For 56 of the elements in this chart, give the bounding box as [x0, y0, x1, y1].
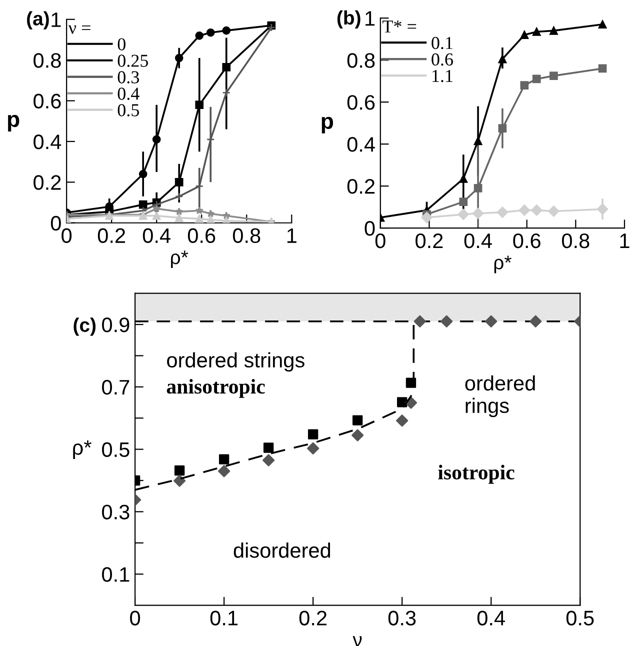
- y-tick-label: 0.9: [102, 317, 130, 332]
- chart-title: (b): [337, 10, 360, 28]
- y-tick-label: 0.6: [34, 94, 61, 109]
- legend-label: 0.6: [432, 53, 453, 66]
- y-tick-label: 0.4: [34, 134, 62, 150]
- x-tick-label: 0.8: [232, 228, 260, 244]
- chart-title: (a): [27, 11, 49, 30]
- y-axis-title: p: [322, 116, 334, 134]
- annotation: disordered: [234, 542, 330, 558]
- x-tick-label: 0.5: [566, 610, 594, 626]
- y-tick-label: 0: [50, 216, 61, 231]
- x-tick-label: 0: [130, 610, 140, 626]
- y-tick-label: 0.2: [347, 179, 374, 194]
- legend-title: ν =: [68, 25, 90, 34]
- annotation: ordered rings: [465, 375, 535, 418]
- y-tick-label: 0.1: [102, 567, 130, 582]
- x-tick-label: 0: [62, 228, 72, 244]
- x-tick-label: 0.8: [562, 233, 590, 248]
- legend-title: T* =: [382, 20, 416, 32]
- annotation: isotropic: [438, 464, 514, 484]
- y-tick-label: 0.5: [102, 442, 130, 458]
- y-tick-label: 1: [366, 11, 375, 26]
- x-tick-label: 0: [375, 233, 386, 248]
- annotation: ordered strings: [167, 352, 304, 372]
- text: (c): [74, 318, 96, 336]
- y-axis-title: ρ*: [73, 440, 92, 460]
- annotation: anisotropic: [166, 379, 265, 398]
- y-tick-label: 0.8: [347, 53, 375, 68]
- x-tick-label: 0.4: [477, 610, 505, 626]
- x-tick-label: 0.6: [513, 233, 540, 248]
- y-axis-title: p: [8, 114, 20, 132]
- x-tick-label: 0.6: [188, 228, 216, 244]
- x-tick-label: 1: [287, 228, 296, 243]
- x-tick-label: 0.2: [299, 610, 327, 626]
- x-axis-title: ρ*: [171, 250, 188, 268]
- y-tick-label: 0.8: [34, 53, 61, 68]
- y-tick-label: 1: [52, 12, 61, 27]
- legend-label: 0.4: [118, 88, 140, 100]
- x-tick-label: 1: [620, 234, 630, 248]
- x-tick-label: 0.3: [388, 610, 416, 626]
- x-axis-title: ν: [352, 636, 362, 646]
- y-tick-label: 0.7: [102, 380, 130, 395]
- x-tick-label: 0.1: [210, 610, 238, 626]
- legend-label: 0.5: [118, 104, 139, 116]
- x-tick-label: 0.4: [464, 233, 492, 248]
- x-tick-label: 0.2: [416, 233, 443, 248]
- y-tick-label: 0.3: [102, 504, 130, 520]
- legend-label: 0.25: [118, 54, 148, 67]
- legend-label: 1.1: [432, 70, 452, 82]
- legend-label: 0.1: [432, 36, 452, 50]
- x-tick-label: 0.4: [142, 228, 170, 244]
- y-tick-label: 0.6: [347, 95, 375, 110]
- legend-label: 0.3: [118, 71, 139, 84]
- y-tick-label: 0.2: [34, 175, 61, 190]
- x-axis-title: ρ*: [494, 256, 512, 274]
- y-tick-label: 0.4: [347, 137, 375, 152]
